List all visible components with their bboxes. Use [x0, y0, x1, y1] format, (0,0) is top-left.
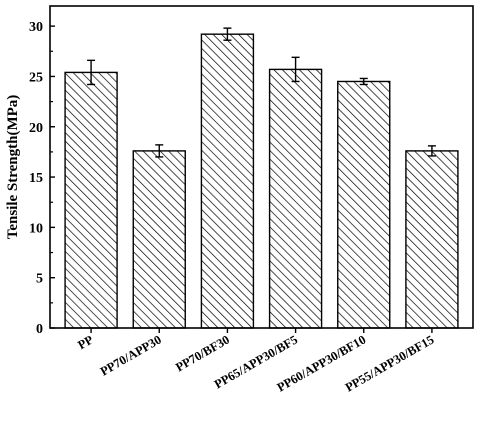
- x-tick-label: PP70/APP30: [98, 332, 164, 378]
- y-tick-label: 0: [36, 322, 43, 337]
- x-tick-label: PP: [75, 332, 96, 352]
- y-tick-label: 15: [29, 171, 43, 186]
- bar: [405, 150, 459, 329]
- y-tick-label: 25: [29, 70, 43, 85]
- y-tick-label: 20: [29, 121, 43, 136]
- plot-frame: [49, 5, 474, 329]
- y-tick-label: 5: [36, 272, 43, 287]
- bar: [337, 80, 391, 329]
- bar: [132, 150, 186, 329]
- bar: [268, 68, 323, 329]
- bar: [64, 71, 118, 329]
- bar: [200, 33, 255, 329]
- y-tick-label: 10: [29, 221, 43, 236]
- x-tick-label: PP70/BF30: [173, 332, 232, 374]
- y-axis-label: Tensile Strength(MPa): [5, 95, 21, 240]
- y-tick-label: 30: [29, 20, 43, 35]
